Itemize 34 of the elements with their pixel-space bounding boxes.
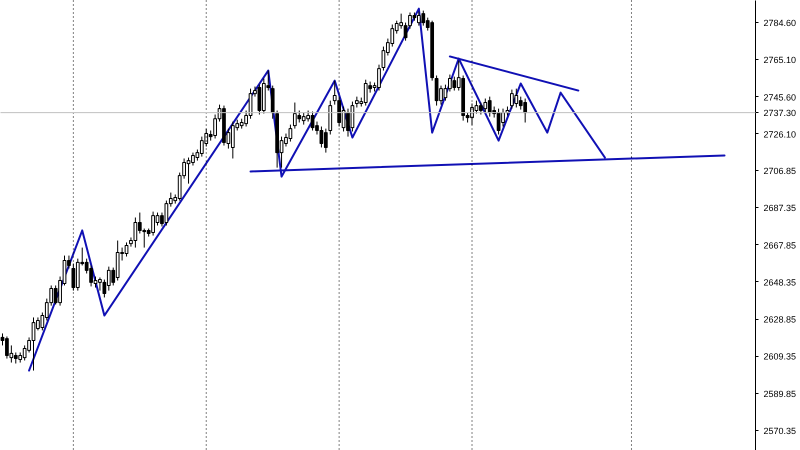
candlestick: [324, 128, 328, 154]
y-tick-label: 2765.10: [764, 55, 796, 66]
y-tick-label: 2589.85: [764, 388, 796, 399]
candlestick: [200, 136, 204, 158]
candlestick: [452, 76, 456, 92]
candlestick: [292, 102, 297, 130]
candlestick: [354, 96, 359, 108]
candlestick: [510, 89, 514, 110]
ref-line-label: 2737.30: [764, 108, 796, 118]
candlestick: [297, 110, 302, 124]
y-tick-label: 2570.35: [764, 426, 796, 436]
y-tick-label: 2628.85: [764, 314, 796, 325]
y-tick-label: 2726.10: [764, 129, 796, 140]
candlestick: [106, 266, 111, 292]
candlestick: [382, 46, 386, 72]
y-tick-label: 2667.85: [764, 240, 796, 250]
candlestick: [270, 85, 275, 120]
candlestick: [518, 96, 523, 110]
y-tick-label: 2609.35: [764, 352, 796, 362]
y-tick-label: 2745.60: [764, 92, 796, 102]
candlestick: [483, 98, 488, 114]
candlestick: [302, 112, 306, 126]
candlestick: [421, 10, 426, 26]
candlestick: [14, 352, 18, 364]
candlestick: [230, 121, 235, 159]
y-tick-label: 2784.60: [764, 18, 796, 28]
y-tick-label: 2648.35: [764, 277, 796, 288]
candlestick: [18, 352, 22, 364]
candlestick: [514, 88, 518, 108]
y-tick-label: 2687.35: [764, 203, 796, 214]
candlestick: [416, 11, 421, 26]
candlestick: [364, 79, 368, 106]
y-tick-label: 2706.85: [764, 166, 796, 176]
candlestick: [240, 118, 244, 130]
